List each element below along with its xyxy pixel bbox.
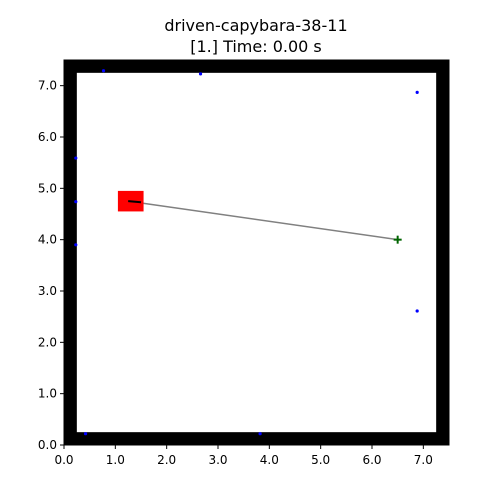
y-tick-label: 5.0 <box>38 181 57 195</box>
trajectory-line <box>128 200 398 241</box>
x-tick-label: 2.0 <box>157 453 176 467</box>
plot-title-line1: driven-capybara-38-11 <box>164 16 347 35</box>
x-tick-label: 4.0 <box>260 453 279 467</box>
x-tick-label: 1.0 <box>106 453 125 467</box>
sensor-point <box>74 200 78 204</box>
sensor-points <box>74 69 419 436</box>
y-tick-label: 4.0 <box>38 233 57 247</box>
heading-line <box>128 200 142 204</box>
sensor-point <box>415 90 419 94</box>
path-line <box>128 200 398 241</box>
plot-axes <box>63 59 450 446</box>
x-tick-label: 3.0 <box>208 453 227 467</box>
x-tick-label: 5.0 <box>311 453 330 467</box>
y-tick-label: 2.0 <box>38 335 57 349</box>
sensor-point <box>415 309 419 313</box>
wall-inner-area <box>76 72 437 433</box>
x-axis-ticks: 0.0 1.0 2.0 3.0 4.0 5.0 6.0 7.0 <box>54 445 433 467</box>
y-tick-label: 7.0 <box>38 79 57 93</box>
x-tick-label: 6.0 <box>362 453 381 467</box>
y-tick-label: 0.0 <box>38 438 57 452</box>
y-tick-label: 1.0 <box>38 387 57 401</box>
plot-title-line2: [1.] Time: 0.00 s <box>190 37 322 56</box>
sensor-point <box>83 432 88 436</box>
sensor-point <box>198 72 203 76</box>
x-tick-label: 0.0 <box>54 453 73 467</box>
axes-frame <box>63 59 450 446</box>
sensor-point <box>101 69 106 73</box>
y-tick-label: 6.0 <box>38 130 57 144</box>
x-tick-label: 7.0 <box>414 453 433 467</box>
sensor-point <box>74 243 78 247</box>
y-axis-ticks: 0.0 1.0 2.0 3.0 4.0 5.0 6.0 7.0 <box>38 79 64 452</box>
obstacle-square <box>117 190 144 212</box>
goal-marker <box>393 235 402 244</box>
arena-wall <box>64 60 449 445</box>
y-tick-label: 3.0 <box>38 284 57 298</box>
sensor-point <box>74 156 78 160</box>
sensor-point <box>258 432 262 436</box>
